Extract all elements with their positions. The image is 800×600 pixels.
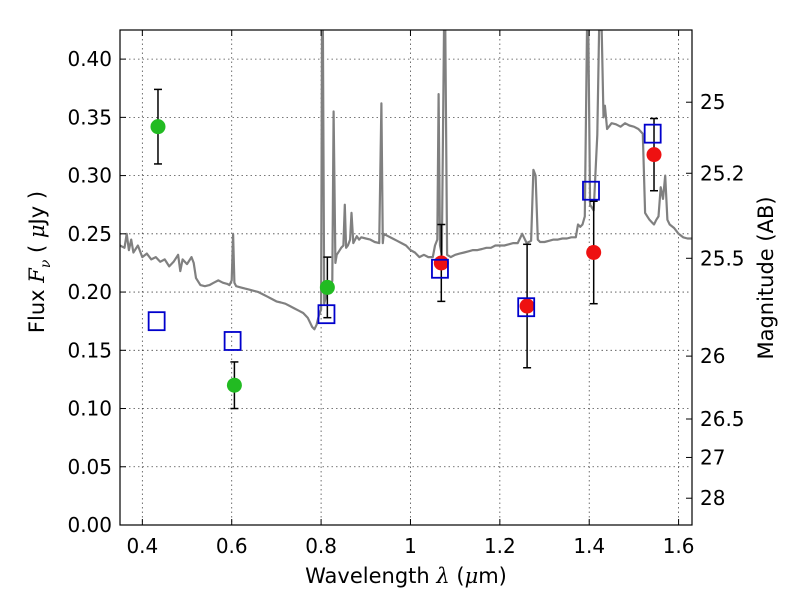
y-tick-label: 0.40 — [67, 47, 112, 71]
y-tick-label: 0.00 — [67, 513, 112, 537]
red-data-point — [646, 147, 662, 163]
red-data-point — [433, 255, 449, 271]
x-tick-label: 0.4 — [126, 534, 158, 558]
model-square — [517, 297, 536, 318]
y2-tick-label: 27 — [700, 445, 725, 469]
x-tick-label: 1.2 — [484, 534, 516, 558]
x-tick-label: 0.6 — [216, 534, 248, 558]
model-square — [147, 311, 166, 332]
y-axis-title: Flux Fν ( μJy ) — [25, 191, 54, 333]
y2-tick-label: 25.5 — [700, 246, 745, 270]
y-tick-label: 0.20 — [67, 280, 112, 304]
y2-tick-label: 28 — [700, 486, 725, 510]
model-square — [223, 331, 242, 351]
y2-tick-label: 25 — [700, 90, 725, 114]
y-tick-label: 0.25 — [67, 222, 112, 246]
y2-tick-label: 25.2 — [700, 161, 745, 185]
x-axis-title: Wavelength λ (μm) — [305, 564, 507, 588]
model-square — [317, 304, 336, 325]
ticks: 0.4 0.6 0.8 1 1.2 1.4 1.6 0.00 0.05 0.10 0.15 0.20 0… — [67, 30, 745, 558]
x-tick-label: 1 — [404, 534, 417, 558]
y2-axis-title: Magnitude (AB) — [754, 196, 778, 359]
y2-tick-label: 26.5 — [700, 407, 745, 431]
y-tick-label: 0.05 — [67, 455, 112, 479]
y2-tick-label: 26 — [700, 344, 725, 368]
markers — [147, 88, 662, 410]
y-tick-label: 0.10 — [67, 397, 112, 421]
plot-area — [120, 30, 692, 331]
x-tick-label: 1.6 — [663, 534, 695, 558]
model-square — [643, 123, 662, 144]
green-data-point — [319, 279, 335, 295]
y-tick-label: 0.30 — [67, 164, 112, 188]
red-data-point — [519, 298, 535, 314]
model-square — [431, 258, 449, 279]
y-tick-label: 0.35 — [67, 105, 112, 129]
red-data-point — [586, 244, 602, 260]
spectrum-line — [120, 30, 692, 331]
model-square — [582, 180, 600, 201]
green-data-point — [150, 119, 166, 135]
plot-frame — [119, 29, 693, 526]
y-tick-label: 0.15 — [67, 338, 112, 362]
x-tick-label: 1.4 — [573, 534, 605, 558]
green-data-point — [226, 377, 242, 393]
x-tick-label: 0.8 — [305, 534, 337, 558]
